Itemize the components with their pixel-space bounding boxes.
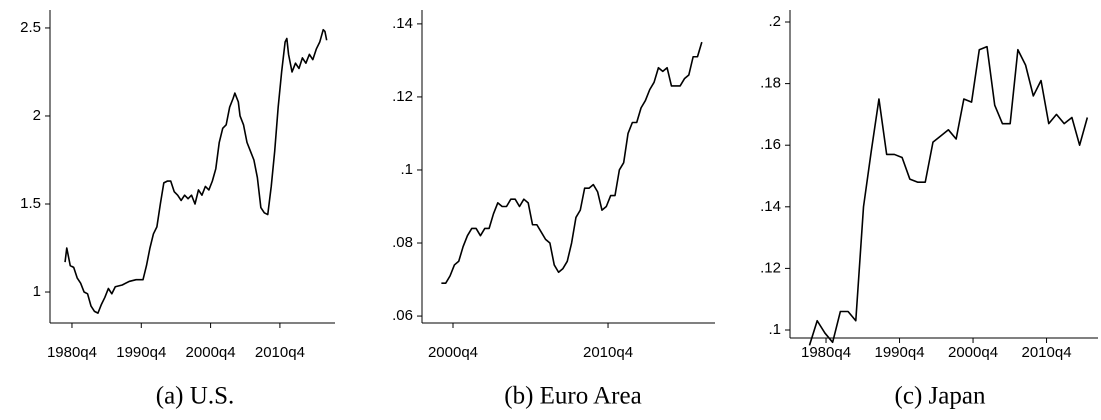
- x-tick-label: 2000q4: [428, 344, 478, 361]
- caption: (a) U.S.: [156, 383, 234, 410]
- y-tick-label: .12: [392, 88, 413, 105]
- x-tick-label: 1980q4: [47, 344, 97, 361]
- y-tick-label: 2.5: [20, 19, 41, 36]
- y-tick-label: .1: [768, 321, 781, 338]
- y-tick-label: 2: [33, 107, 41, 124]
- x-tick-label: 2010q4: [1022, 344, 1072, 361]
- y-tick-label: .16: [760, 136, 781, 153]
- y-tick-label: .2: [768, 13, 781, 30]
- data-line: [808, 45, 1089, 346]
- y-tick-label: .14: [392, 15, 413, 32]
- x-tick-label: 2010q4: [583, 344, 633, 361]
- data-line: [64, 28, 328, 314]
- y-tick-label: .1: [400, 161, 413, 178]
- y-tick-label: .14: [760, 198, 781, 215]
- y-tick-label: .18: [760, 75, 781, 92]
- caption: (c) Japan: [895, 383, 986, 410]
- y-tick-label: .12: [760, 259, 781, 276]
- y-tick-label: .08: [392, 234, 413, 251]
- x-tick-label: 2000q4: [186, 344, 236, 361]
- x-tick-label: 1980q4: [801, 344, 851, 361]
- y-tick-label: .06: [392, 307, 413, 324]
- data-line: [441, 41, 703, 284]
- y-tick-label: 1: [33, 283, 41, 300]
- caption: (b) Euro Area: [504, 383, 641, 410]
- x-tick-label: 1990q4: [874, 344, 924, 361]
- y-tick-label: 1.5: [20, 195, 41, 212]
- x-tick-label: 2010q4: [255, 344, 305, 361]
- x-tick-label: 2000q4: [948, 344, 998, 361]
- x-tick-label: 1990q4: [116, 344, 166, 361]
